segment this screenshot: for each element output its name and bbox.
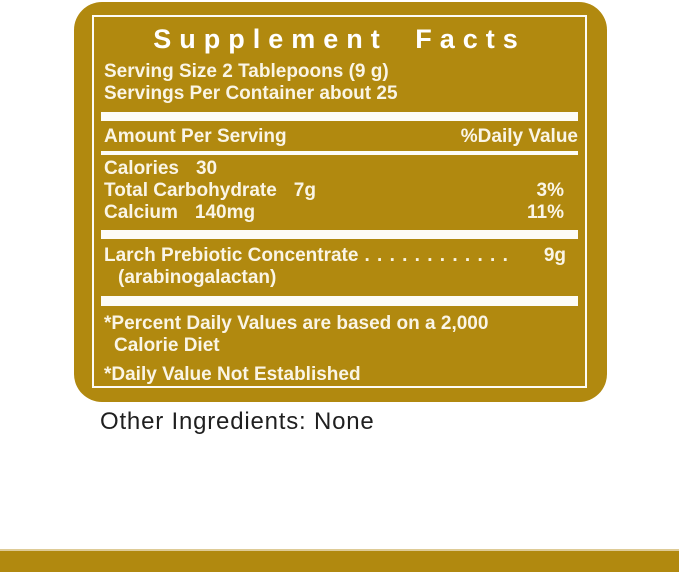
bottom-gold-strip: [0, 549, 679, 572]
ingredient-amount: 9g: [543, 245, 566, 266]
nutrient-name: Total Carbohydrate: [104, 180, 277, 201]
nutrient-daily-value: 3%: [536, 180, 564, 201]
other-ingredients-text: Other Ingredients: None: [100, 408, 375, 435]
daily-value-header: %Daily Value: [460, 126, 578, 147]
amount-per-serving-header: Amount Per Serving: [104, 126, 287, 147]
servings-per-container-text: Servings Per Container about 25: [104, 83, 398, 104]
panel-inner-border: Supplement Facts Serving Size 2 Tablepoo…: [92, 15, 587, 388]
ingredient-subname: (arabinogalactan): [118, 267, 277, 288]
ingredient-row-larch-prebiotic: Larch Prebiotic Concentrate . . . . . . …: [101, 245, 578, 267]
dot-leader: . . . . . . . . . . . .: [364, 245, 509, 266]
panel-title: Supplement Facts: [153, 24, 526, 54]
nutrient-name: Calcium: [104, 202, 178, 223]
column-header-row: Amount Per Serving %Daily Value: [101, 126, 578, 148]
thick-divider-bottom: [101, 296, 578, 306]
nutrient-amount: 140mg: [194, 202, 256, 223]
ingredient-name: Larch Prebiotic Concentrate: [104, 245, 359, 266]
footnote-percent-daily-line1: *Percent Daily Values are based on a 2,0…: [104, 313, 489, 334]
nutrient-row-calories: Calories 30: [101, 158, 578, 180]
nutrient-name: Calories: [104, 158, 179, 179]
thin-divider: [101, 151, 578, 155]
thick-divider-top: [101, 112, 578, 121]
nutrient-amount: 7g: [293, 180, 316, 201]
serving-size-text: Serving Size 2 Tablepoons (9 g): [104, 61, 389, 82]
nutrient-row-total-carbohydrate: Total Carbohydrate 7g 3%: [101, 180, 578, 202]
footnote-percent-daily-line2: Calorie Diet: [114, 335, 220, 356]
thick-divider-middle: [101, 230, 578, 239]
nutrient-row-calcium: Calcium 140mg 11%: [101, 202, 578, 224]
nutrient-amount: 30: [195, 158, 218, 179]
footnote-daily-value: *Daily Value Not Established: [104, 364, 361, 385]
supplement-facts-panel: Supplement Facts Serving Size 2 Tablepoo…: [74, 2, 607, 402]
nutrient-daily-value: 11%: [527, 202, 564, 223]
